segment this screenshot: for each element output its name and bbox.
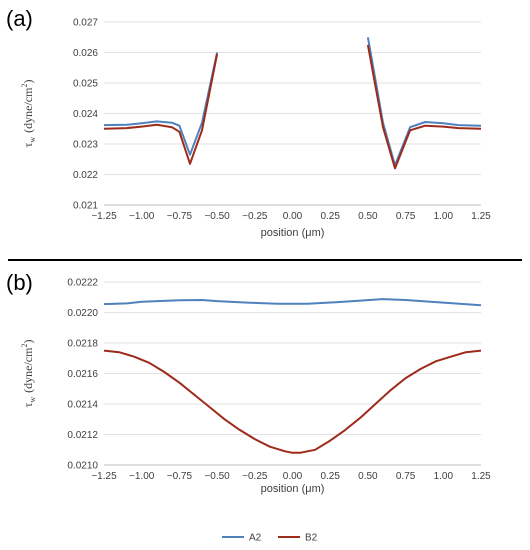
series-b2-line	[366, 44, 482, 170]
y-tick-label: 0.025	[73, 79, 98, 90]
x-tick-label: −0.75	[167, 211, 193, 222]
y-axis-label-subscript: w	[28, 397, 37, 403]
y-tick-label: 0.0222	[67, 278, 98, 289]
y-tick-label: 0.0220	[67, 308, 98, 319]
x-tick-label: −1.00	[129, 211, 155, 222]
x-tick-label: −1.00	[129, 471, 155, 482]
x-tick-label: −0.50	[204, 211, 230, 222]
y-axis-label-symbol: τ	[21, 142, 35, 147]
y-tick-label: 0.0218	[67, 339, 98, 350]
y-axis-label-superscript: 2	[20, 344, 29, 348]
x-tick-label: 1.00	[434, 211, 454, 222]
legend-label-a2: A2	[249, 533, 262, 544]
panel-label: (a)	[6, 6, 33, 31]
panel-label: (b)	[6, 270, 33, 295]
y-axis-label-symbol: τ	[21, 402, 35, 407]
series-b2-line	[103, 53, 219, 165]
y-axis-label: τw (dyne/cm2)	[20, 80, 37, 148]
y-tick-label: 0.024	[73, 109, 98, 120]
x-tick-label: −0.25	[242, 211, 268, 222]
panel-b: (b) 0.0210 0.0212 0.0214 0.0216 0.0218 0.0220 0…	[6, 270, 491, 495]
y-tick-label: 0.026	[73, 48, 98, 59]
x-tick-label: −1.25	[91, 211, 117, 222]
x-tick-label: 0.25	[320, 471, 340, 482]
y-tick-label: 0.0216	[67, 369, 98, 380]
x-tick-label: 1.00	[434, 471, 454, 482]
x-axis-label: position (μm)	[261, 483, 325, 495]
y-tick-label: 0.022	[73, 170, 98, 181]
y-tick-label: 0.0212	[67, 430, 98, 441]
y-axis-label-subscript: w	[28, 137, 37, 143]
y-axis-label: τw (dyne/cm2)	[20, 340, 37, 408]
y-tick-label: 0.023	[73, 140, 98, 151]
series-b2-line	[103, 349, 482, 454]
series-a2-line	[366, 37, 482, 167]
y-axis-label-unit: (dyne/cm	[21, 87, 35, 133]
panel-a: (a) 0.021 0.022 0.023 0.024 0.025 0.026 0.027 −1…	[6, 6, 491, 239]
x-tick-label: 0.00	[283, 471, 303, 482]
y-tick-label: 0.0210	[67, 461, 98, 472]
y-tick-label: 0.027	[73, 18, 98, 29]
x-tick-label: 0.50	[358, 471, 378, 482]
series-a2-line	[103, 298, 482, 307]
x-axis-label: position (μm)	[261, 227, 325, 239]
y-axis-label-superscript: 2	[20, 84, 29, 88]
x-tick-label: 0.25	[320, 211, 340, 222]
series-a2-line	[103, 52, 219, 156]
x-tick-label: −0.25	[242, 471, 268, 482]
x-tick-label: 0.50	[358, 211, 378, 222]
y-tick-label: 0.021	[73, 201, 98, 212]
x-tick-label: −0.75	[167, 471, 193, 482]
y-axis-label-unit: (dyne/cm	[21, 347, 35, 393]
x-tick-label: 0.75	[396, 471, 416, 482]
x-tick-label: −0.50	[204, 471, 230, 482]
y-tick-label: 0.0214	[67, 400, 98, 411]
x-tick-label: 0.75	[396, 211, 416, 222]
y-axis-label-unit-close: )	[21, 340, 35, 344]
x-tick-label: 1.25	[471, 211, 491, 222]
x-tick-label: 1.25	[471, 471, 491, 482]
legend: A2 B2	[222, 533, 318, 544]
x-tick-label: 0.00	[283, 211, 303, 222]
x-tick-label: −1.25	[91, 471, 117, 482]
y-axis-label-unit-close: )	[21, 80, 35, 84]
legend-label-b2: B2	[305, 533, 318, 544]
